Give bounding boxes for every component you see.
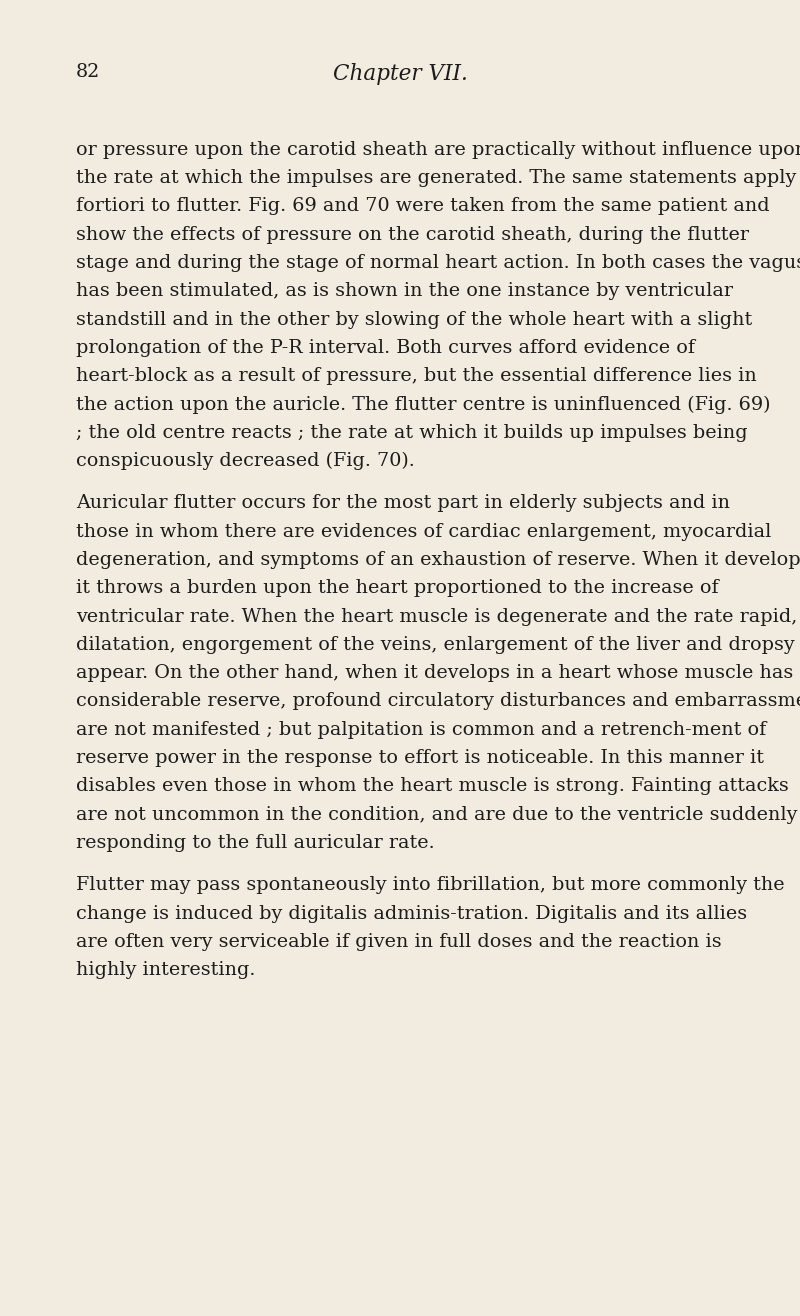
Text: heart-block as a result of pressure, but the essential difference lies in: heart-block as a result of pressure, but… bbox=[76, 367, 757, 386]
Text: or pressure upon the carotid sheath are practically without influence upon: or pressure upon the carotid sheath are … bbox=[76, 141, 800, 159]
Text: Chapter VII.: Chapter VII. bbox=[333, 63, 467, 86]
Text: standstill and in the other by slowing of the whole heart with a slight: standstill and in the other by slowing o… bbox=[76, 311, 752, 329]
Text: considerable reserve, profound circulatory disturbances and embarrassment: considerable reserve, profound circulato… bbox=[76, 692, 800, 711]
Text: the action upon the auricle. The flutter centre is uninfluenced (Fig. 69): the action upon the auricle. The flutter… bbox=[76, 395, 770, 413]
Text: the rate at which the impulses are generated. The same statements apply a: the rate at which the impulses are gener… bbox=[76, 168, 800, 187]
Text: show the effects of pressure on the carotid sheath, during the flutter: show the effects of pressure on the caro… bbox=[76, 225, 749, 243]
Text: are often very serviceable if given in full doses and the reaction is: are often very serviceable if given in f… bbox=[76, 933, 722, 951]
Text: stage and during the stage of normal heart action. In both cases the vagus: stage and during the stage of normal hea… bbox=[76, 254, 800, 272]
Text: has been stimulated, as is shown in the one instance by ventricular: has been stimulated, as is shown in the … bbox=[76, 282, 733, 300]
Text: 82: 82 bbox=[76, 63, 100, 82]
Text: conspicuously decreased (Fig. 70).: conspicuously decreased (Fig. 70). bbox=[76, 451, 414, 470]
Text: dilatation, engorgement of the veins, enlargement of the liver and dropsy: dilatation, engorgement of the veins, en… bbox=[76, 636, 794, 654]
Text: are not uncommon in the condition, and are due to the ventricle suddenly: are not uncommon in the condition, and a… bbox=[76, 805, 798, 824]
Text: ventricular rate. When the heart muscle is degenerate and the rate rapid,: ventricular rate. When the heart muscle … bbox=[76, 608, 798, 625]
Text: those in whom there are evidences of cardiac enlargement, myocardial: those in whom there are evidences of car… bbox=[76, 522, 771, 541]
Text: fortiori to flutter. Fig. 69 and 70 were taken from the same patient and: fortiori to flutter. Fig. 69 and 70 were… bbox=[76, 197, 770, 216]
Text: change is induced by digitalis adminis-tration. Digitalis and its allies: change is induced by digitalis adminis-t… bbox=[76, 904, 747, 923]
Text: Flutter may pass spontaneously into fibrillation, but more commonly the: Flutter may pass spontaneously into fibr… bbox=[76, 876, 785, 895]
Text: highly interesting.: highly interesting. bbox=[76, 961, 255, 979]
Text: reserve power in the response to effort is noticeable. In this manner it: reserve power in the response to effort … bbox=[76, 749, 764, 767]
Text: are not manifested ; but palpitation is common and a retrench-ment of: are not manifested ; but palpitation is … bbox=[76, 721, 766, 738]
Text: Auricular flutter occurs for the most part in elderly subjects and in: Auricular flutter occurs for the most pa… bbox=[76, 495, 730, 512]
Text: degeneration, and symptoms of an exhaustion of reserve. When it develops,: degeneration, and symptoms of an exhaust… bbox=[76, 551, 800, 569]
Text: ; the old centre reacts ; the rate at which it builds up impulses being: ; the old centre reacts ; the rate at wh… bbox=[76, 424, 748, 442]
Text: responding to the full auricular rate.: responding to the full auricular rate. bbox=[76, 834, 434, 851]
Text: disables even those in whom the heart muscle is strong. Fainting attacks: disables even those in whom the heart mu… bbox=[76, 778, 789, 795]
Text: it throws a burden upon the heart proportioned to the increase of: it throws a burden upon the heart propor… bbox=[76, 579, 718, 597]
Text: prolongation of the P-R interval. Both curves afford evidence of: prolongation of the P-R interval. Both c… bbox=[76, 338, 695, 357]
Text: appear. On the other hand, when it develops in a heart whose muscle has: appear. On the other hand, when it devel… bbox=[76, 665, 794, 682]
